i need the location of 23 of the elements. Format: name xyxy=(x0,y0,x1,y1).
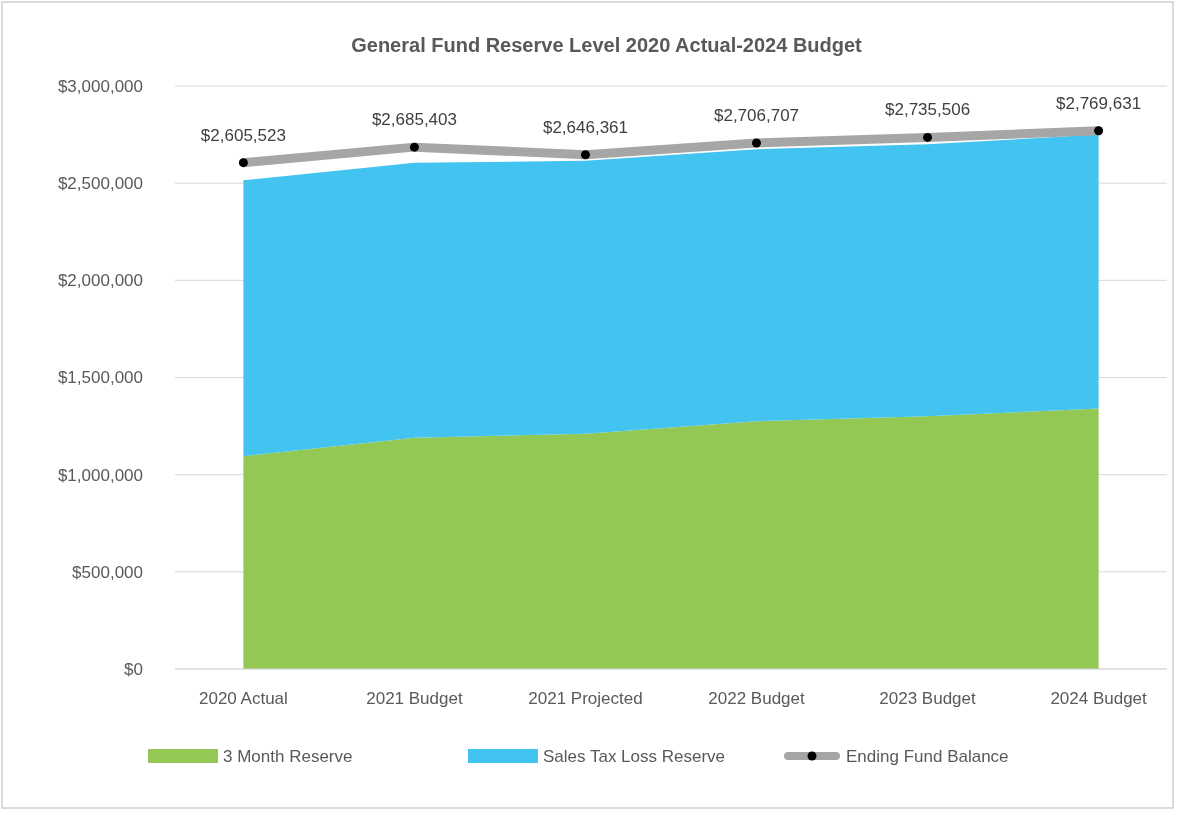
legend-label: Ending Fund Balance xyxy=(846,746,1009,766)
data-label: $2,646,361 xyxy=(542,117,629,137)
x-tick-label: 2021 Projected xyxy=(528,689,643,708)
data-label: $2,685,403 xyxy=(371,110,457,130)
y-tick-label: $0 xyxy=(124,659,143,679)
y-tick-label: $1,500,000 xyxy=(57,368,143,388)
legend-label: Sales Tax Loss Reserve xyxy=(543,746,726,766)
chart-title: General Fund Reserve Level 2020 Actual-2024 Budget xyxy=(351,34,863,56)
x-tick-label: 2021 Budget xyxy=(366,689,463,708)
x-tick-label: 2022 Budget xyxy=(708,689,806,708)
data-label: $2,769,631 xyxy=(1056,93,1142,113)
y-tick-label: $2,000,000 xyxy=(57,271,143,291)
x-tick-label: 2023 Budget xyxy=(879,689,977,708)
data-label: $2,605,523 xyxy=(200,125,286,145)
legend-label: 3 Month Reserve xyxy=(223,746,353,766)
x-tick-label: 2020 Actual xyxy=(198,689,288,708)
x-tick-label: 2024 Budget xyxy=(1050,689,1148,708)
data-label: $2,735,506 xyxy=(885,100,971,120)
y-tick-label: $2,500,000 xyxy=(57,174,143,194)
y-tick-label: $3,000,000 xyxy=(57,76,143,96)
y-tick-label: $500,000 xyxy=(72,562,143,582)
y-tick-label: $1,000,000 xyxy=(57,465,143,485)
data-label: $2,706,707 xyxy=(713,106,800,125)
